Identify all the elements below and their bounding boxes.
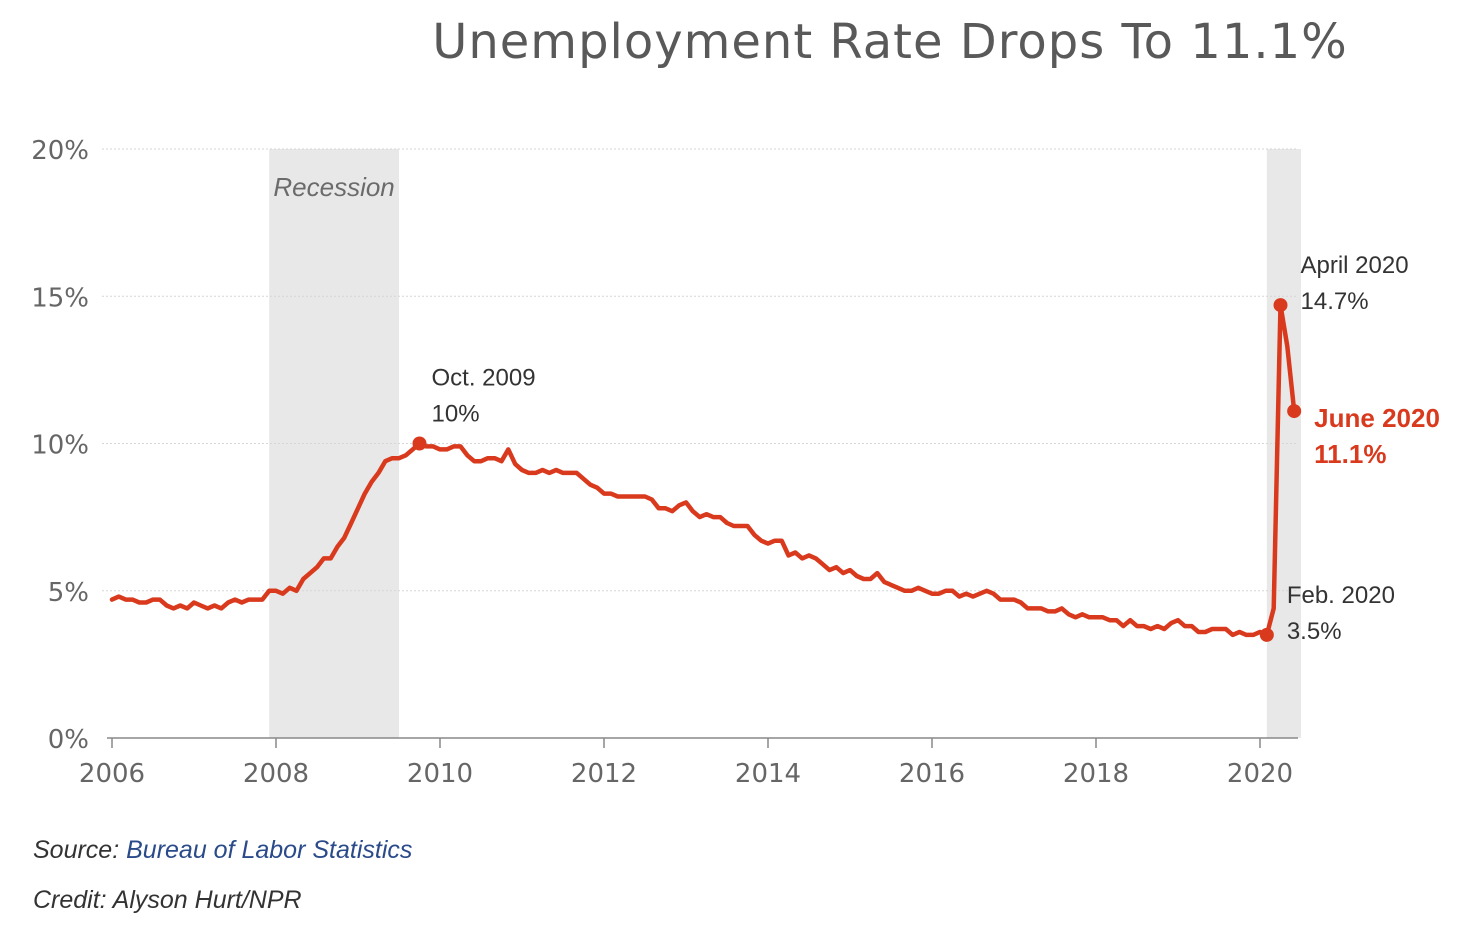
x-tick-label: 2018: [1063, 759, 1129, 789]
source-link[interactable]: Bureau of Labor Statistics: [126, 836, 413, 864]
y-tick-label: 20%: [31, 136, 89, 166]
annotation-point: [1273, 298, 1288, 313]
annotation-point: [412, 436, 427, 451]
unemployment-rate-line: [109, 302, 1297, 638]
annotation-label: April 2020: [1301, 252, 1409, 279]
x-tick-label: 2010: [407, 759, 473, 789]
source-line: Source: Bureau of Labor Statistics: [33, 836, 412, 865]
annotation-value: 11.1%: [1314, 439, 1386, 469]
annotation-value: 3.5%: [1287, 618, 1342, 645]
annotation-point: [1259, 627, 1274, 642]
x-tick-label: 2012: [571, 759, 637, 789]
annotation-label: Feb. 2020: [1287, 582, 1395, 609]
y-tick-label: 10%: [31, 431, 89, 461]
annotation-label: June 2020: [1314, 403, 1440, 433]
y-tick-label: 5%: [48, 578, 89, 608]
annotation-label: Oct. 2009: [432, 365, 536, 392]
annotation-point: [1287, 404, 1302, 419]
x-tick-label: 2020: [1227, 759, 1293, 789]
x-tick-label: 2014: [735, 759, 801, 789]
y-tick-label: 0%: [48, 725, 89, 755]
x-tick-label: 2008: [243, 759, 309, 789]
x-tick-label: 2016: [899, 759, 965, 789]
x-tick-label: 2006: [79, 759, 145, 789]
annotation-value: 14.7%: [1301, 288, 1369, 315]
y-tick-label: 15%: [31, 283, 89, 313]
recession-label: Recession: [273, 172, 394, 202]
chart-title: Unemployment Rate Drops To 11.1%: [432, 14, 1348, 70]
annotation-value: 10%: [432, 401, 480, 428]
source-label: Source:: [33, 836, 127, 864]
credit-line: Credit: Alyson Hurt/NPR: [33, 886, 302, 914]
